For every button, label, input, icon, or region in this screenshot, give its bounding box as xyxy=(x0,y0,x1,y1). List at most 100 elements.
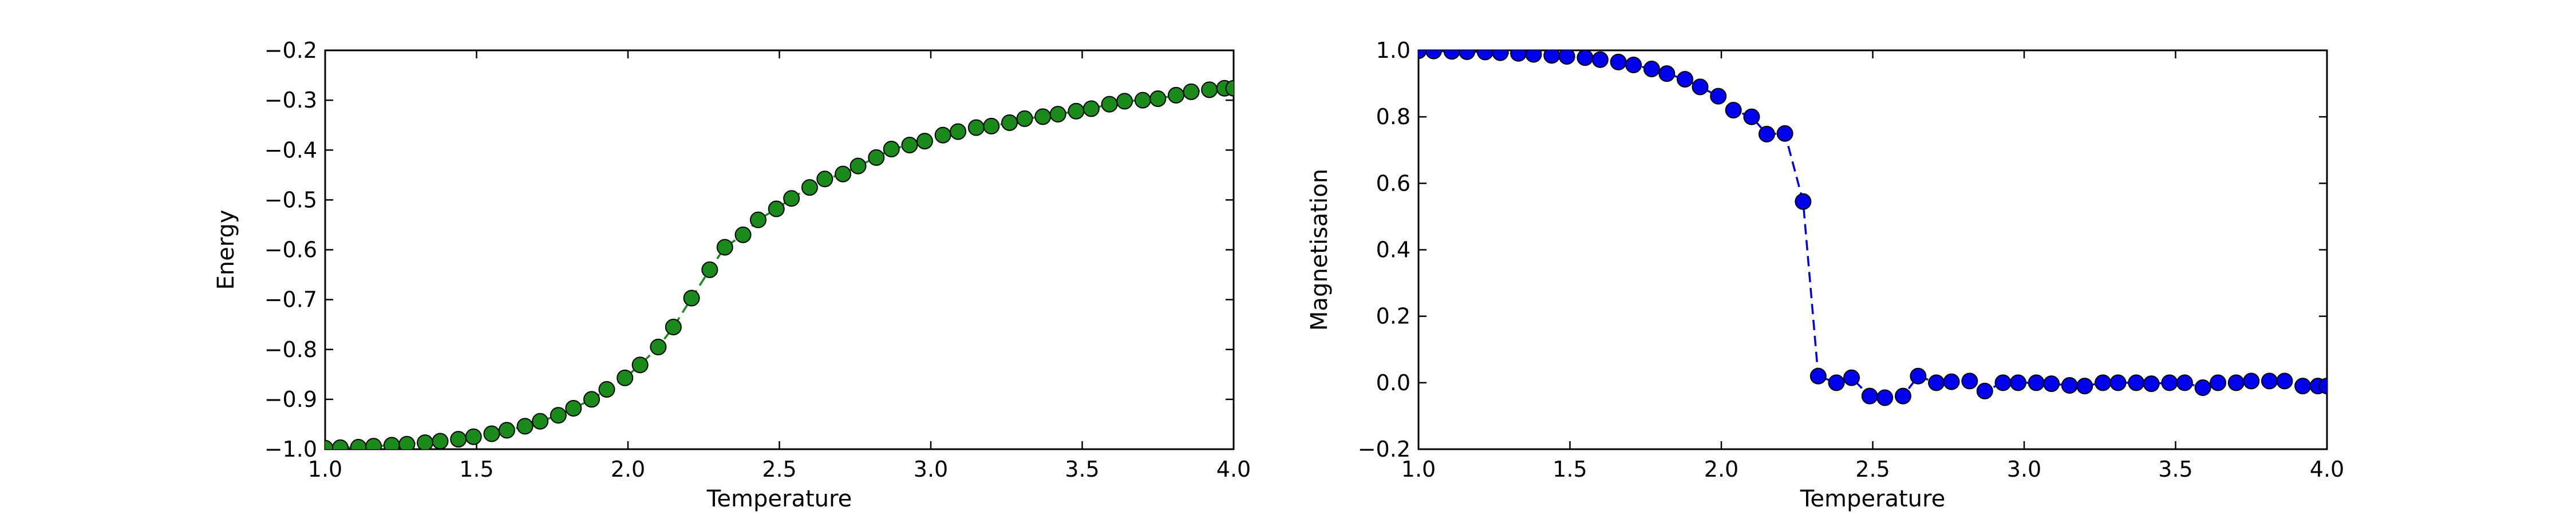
energy-x-tick-label: 1.5 xyxy=(459,457,493,482)
magnetisation-data-point xyxy=(1961,373,1978,390)
magnetisation-data-point xyxy=(1577,50,1594,66)
energy-data-layer xyxy=(325,80,1234,449)
energy-y-tick-label: −0.7 xyxy=(264,287,317,312)
energy-data-point xyxy=(1134,92,1151,109)
magnetisation-data-point xyxy=(1610,53,1627,70)
energy-data-point xyxy=(498,422,515,439)
energy-data-point xyxy=(883,141,900,158)
magnetisation-data-point xyxy=(1459,50,1476,60)
magnetisation-y-axis-label: Magnetisation xyxy=(1306,169,1333,331)
magnetisation-data-point xyxy=(2161,374,2178,391)
magnetisation-data-point xyxy=(1710,88,1727,105)
magnetisation-data-point xyxy=(2076,378,2093,395)
energy-data-point xyxy=(383,437,400,449)
energy-data-point xyxy=(749,211,767,228)
magnetisation-x-axis-label: Temperature xyxy=(1800,486,1945,512)
magnetisation-data-point xyxy=(2061,377,2078,394)
energy-data-point xyxy=(516,418,534,435)
magnetisation-data-point xyxy=(1928,374,1945,391)
energy-data-point xyxy=(583,391,600,408)
energy-data-point xyxy=(1082,100,1100,117)
energy-y-tick-label: −0.9 xyxy=(264,387,317,412)
magnetisation-data-point xyxy=(1525,50,1542,63)
magnetisation-data-point xyxy=(1476,50,1494,61)
magnetisation-data-point xyxy=(1976,382,1993,399)
magnetisation-data-point xyxy=(1677,71,1694,88)
energy-y-tick-label: −0.8 xyxy=(264,337,317,362)
energy-data-point xyxy=(450,431,467,448)
energy-y-tick-label: −0.5 xyxy=(264,187,317,212)
energy-chart: 1.0 1.5 2.0 2.5 3.0 3.5 4.0 −1.0 −0.9 −0.8 −0.7 −0.… xyxy=(213,38,1251,512)
magnetisation-data-point xyxy=(1443,50,1460,60)
energy-x-tick-label: 4.0 xyxy=(1216,457,1251,482)
magnetisation-data-point xyxy=(2243,373,2260,390)
energy-y-tick-label: −0.4 xyxy=(264,137,317,163)
energy-data-point xyxy=(1149,90,1167,108)
energy-data-point xyxy=(950,123,967,140)
energy-x-tick-label: 1.0 xyxy=(308,457,342,482)
magnetisation-y-tick-label: 0.0 xyxy=(1376,370,1411,395)
energy-y-tick-label: −1.0 xyxy=(264,437,317,462)
energy-data-point xyxy=(1183,83,1200,100)
energy-data-point xyxy=(398,435,416,449)
energy-data-point xyxy=(916,133,933,150)
energy-data-point xyxy=(1225,80,1234,97)
magnetisation-data-point xyxy=(2109,374,2127,391)
magnetisation-x-tick-label: 1.5 xyxy=(1552,457,1587,482)
energy-data-point xyxy=(432,433,449,449)
magnetisation-data-point xyxy=(2318,378,2327,395)
energy-y-axis-label: Energy xyxy=(213,209,239,290)
energy-data-point xyxy=(550,407,567,424)
magnetisation-data-point xyxy=(1828,374,1845,391)
magnetisation-data-point xyxy=(2294,378,2312,395)
energy-data-point xyxy=(1016,110,1033,127)
magnetisation-data-point xyxy=(1994,374,2012,391)
magnetisation-data-point xyxy=(2210,374,2227,391)
magnetisation-data-point xyxy=(2276,373,2293,390)
energy-x-tick-label: 2.5 xyxy=(762,457,796,482)
magnetisation-y-tick-label: −0.2 xyxy=(1358,437,1411,462)
magnetisation-series-line xyxy=(1419,50,2327,399)
magnetisation-data-point xyxy=(1419,50,1427,60)
energy-data-point xyxy=(1201,81,1218,98)
magnetisation-data-point xyxy=(1658,65,1676,82)
energy-data-point xyxy=(1001,114,1018,131)
energy-data-point xyxy=(1101,96,1118,113)
energy-data-point xyxy=(716,239,733,256)
magnetisation-data-point xyxy=(1725,102,1742,119)
magnetisation-x-tick-label: 1.0 xyxy=(1401,457,1436,482)
magnetisation-x-tick-label: 4.0 xyxy=(2310,457,2344,482)
energy-data-point xyxy=(801,179,818,196)
energy-data-point xyxy=(417,434,434,449)
energy-data-point xyxy=(565,400,582,417)
energy-data-point xyxy=(350,439,367,449)
magnetisation-x-tick-label: 3.5 xyxy=(2158,457,2192,482)
energy-x-tick-label: 2.0 xyxy=(611,457,645,482)
energy-data-point xyxy=(532,413,549,430)
magnetisation-data-point xyxy=(1943,373,1960,390)
energy-y-tick-label: −0.2 xyxy=(264,38,317,63)
energy-data-point xyxy=(983,117,1000,134)
magnetisation-data-point xyxy=(1591,51,1609,68)
magnetisation-data-point xyxy=(1425,50,1442,60)
energy-data-point xyxy=(934,126,951,144)
magnetisation-data-point xyxy=(1876,389,1894,406)
magnetisation-data-point xyxy=(1558,50,1575,65)
magnetisation-data-layer xyxy=(1419,50,2327,406)
magnetisation-data-point xyxy=(1894,387,1911,405)
magnetisation-data-point xyxy=(2194,379,2211,397)
magnetisation-y-tick-label: 0.2 xyxy=(1376,304,1411,329)
magnetisation-y-tick-label: 0.4 xyxy=(1376,237,1411,263)
energy-data-point xyxy=(868,149,885,166)
energy-data-point xyxy=(1034,108,1052,125)
magnetisation-y-tick-label: 1.0 xyxy=(1376,38,1411,63)
magnetisation-data-point xyxy=(1758,125,1775,142)
energy-data-point xyxy=(1049,106,1066,123)
magnetisation-data-point xyxy=(2009,374,2026,391)
magnetisation-data-point xyxy=(1692,78,1709,96)
magnetisation-data-point xyxy=(1910,367,1927,385)
magnetisation-data-point xyxy=(1643,61,1660,78)
energy-data-point xyxy=(331,439,349,449)
energy-y-tick-label: −0.3 xyxy=(264,88,317,113)
